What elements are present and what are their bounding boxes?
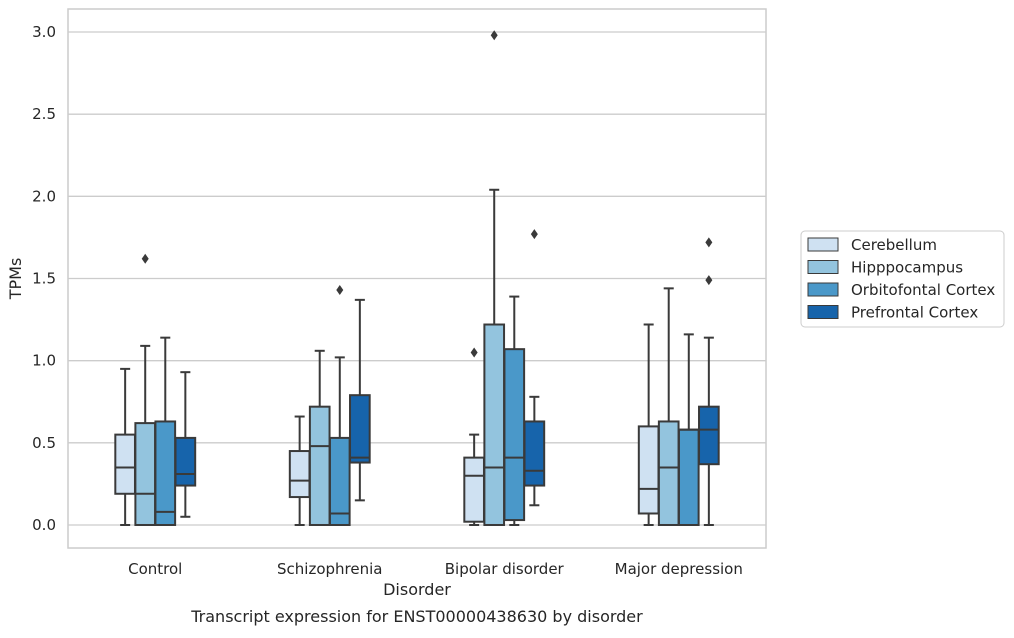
box-body [134, 422, 157, 526]
legend-label: Cerebellum [851, 236, 937, 254]
box-body [114, 433, 136, 495]
legend-label: Prefrontal Cortex [851, 304, 978, 322]
box-3-1 [657, 287, 680, 526]
outlier-point [530, 229, 538, 240]
box-1-2 [328, 285, 351, 526]
box-body [174, 436, 197, 487]
legend: Cerebellum Hipppocampus Orbitofontal Corte… [800, 230, 1005, 328]
legend-swatch [807, 282, 839, 297]
legend-swatch [807, 260, 839, 274]
outlier-point [470, 347, 478, 358]
box-body [483, 323, 506, 526]
box-2-3 [523, 229, 546, 507]
box-2-0 [463, 347, 485, 526]
x-tick-label: Schizophrenia [277, 560, 382, 578]
legend-label: Orbitofontal Cortex [851, 281, 995, 299]
y-tick-labels: 0.0 0.5 1.0 1.5 2.0 2.5 3.0 [32, 23, 56, 534]
x-tick-label: Bipolar disorder [445, 560, 565, 578]
box-2-2 [503, 295, 526, 526]
box-3-3 [698, 237, 720, 526]
box-0-1 [134, 253, 157, 526]
box-0-3 [174, 371, 197, 518]
y-tick-label: 0.0 [32, 516, 56, 534]
box-1-0 [288, 415, 311, 526]
x-tick-labels: Control Schizophrenia Bipolar disorder Majo… [128, 560, 743, 578]
plot-frame [67, 8, 767, 549]
box-1-3 [349, 298, 371, 502]
box-body [677, 428, 700, 526]
box-2-1 [483, 30, 506, 526]
box-body [154, 420, 177, 526]
y-tick-label: 1.0 [32, 352, 56, 370]
box-body [463, 456, 485, 523]
box-1-1 [308, 349, 331, 526]
y-tick-label: 1.5 [32, 270, 56, 288]
box-body [288, 450, 311, 499]
legend-swatch [807, 305, 839, 319]
y-tick-label: 2.0 [32, 187, 56, 205]
x-tick-label: Control [128, 560, 182, 578]
box-plot-series [114, 30, 720, 526]
box-3-0 [637, 323, 660, 526]
outlier-point [141, 253, 149, 264]
box-body [698, 405, 720, 466]
box-0-2 [154, 336, 177, 526]
box-body [523, 420, 546, 487]
y-axis-title: TPMs [6, 258, 25, 301]
chart-caption: Transcript expression for ENST0000043863… [190, 607, 643, 626]
box-3-2 [677, 333, 700, 526]
outlier-point [336, 285, 344, 296]
legend-frame [800, 230, 1005, 328]
box-body [349, 394, 371, 464]
box-body [328, 436, 351, 526]
x-tick-label: Major depression [615, 560, 743, 578]
y-tick-label: 0.5 [32, 434, 56, 452]
box-body [657, 420, 680, 526]
box-body [637, 425, 660, 515]
outlier-point [490, 30, 498, 41]
y-tick-label: 3.0 [32, 23, 56, 41]
legend-label: Hipppocampus [851, 259, 963, 277]
outlier-point [705, 275, 713, 286]
box-body [308, 405, 331, 526]
box-body [503, 348, 526, 522]
outlier-point [705, 237, 713, 248]
x-axis-title: Disorder [383, 580, 451, 599]
box-0-0 [114, 367, 136, 526]
legend-swatch [807, 237, 839, 252]
y-tick-label: 2.5 [32, 105, 56, 123]
